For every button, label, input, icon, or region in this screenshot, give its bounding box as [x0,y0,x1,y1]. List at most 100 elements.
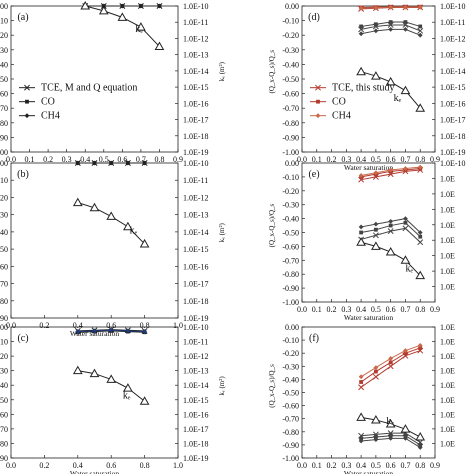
panel-1-right-tick-label: 1.0E-14 [183,67,209,76]
panel-4-right-tick-label: 1.0E-12 [440,34,466,43]
panel-6-series-5-point [418,443,423,447]
panel-1-x-tick-label: 0.9 [173,155,183,164]
panel-3-left-tick-label: .10 [0,338,8,347]
panel-2-frame [10,162,179,319]
panel-1-x-tick-label: 0.6 [117,155,127,164]
panel-3-left-tick-label: .30 [0,367,8,376]
panel-1-series-4-line [85,5,160,47]
panel-3-left-tick-label: .70 [0,425,8,434]
panel-6-series-1-point [387,363,394,370]
panel-6-series-6-point [388,435,394,441]
panel-4-left-tick-label: -0.60 [282,90,299,99]
panel-3-right-tick-label: 1.0E-15 [183,396,209,405]
panel-5-series-7-point [356,237,366,246]
panel-4-series-5-point [388,20,393,24]
panel-6-series-5-point [373,435,378,439]
panel-2-x-tick-label: 0.8 [140,321,150,330]
panel-2-left-tick-label: 60 [0,262,8,271]
panel-6-series-3-point [373,365,379,371]
panel-4-legend-marker [316,99,320,104]
panel-1-left-tick-label: 0.10 [0,17,8,26]
panel-2-series-3-point [125,160,131,166]
panel-6-left-tick-label: -0.20 [282,349,299,358]
panel-3-series-4-point [123,383,133,392]
panel-1-left-tick-label: 0.70 [0,104,8,113]
panel-6-x-tick-label: 0.6 [386,461,396,470]
panel-4-x-tick-label: 0.1 [312,155,322,164]
panel-5-series-5-point [359,230,364,235]
panel-2-left-tick-label: 90 [0,314,8,323]
panel-4-series-4-point [417,27,424,34]
panel-1-x-tick-label: 0.7 [136,155,146,164]
panel-6-left-tick-label: -0.70 [282,415,299,424]
panel-5-x-tick-label: 0.6 [386,305,396,314]
panel-4-series-7-point [371,71,381,80]
panel-1-left-tick-label: 0.20 [0,31,8,40]
panel-6-left-ylabel: (Q_x-Q_s)/Q_s [268,364,276,408]
panel-4-left-tick-label: -0.40 [282,60,299,69]
panel-5-x-tick-label: 0.2 [327,305,337,314]
panel-1-x-tick-label: 0.1 [25,155,35,164]
panel-5-right-tick-label: 1.0E-10 [440,159,466,168]
panel-5-x-tick-label: 0.7 [400,305,410,314]
panel-1-annotation: kₑ [135,24,143,35]
panel-2-x-tick-label: 1.0 [173,321,183,330]
panel-5-frame [301,162,436,303]
panel-5-series-5-point [403,220,408,225]
panel-6-series-7-point [400,424,411,433]
panel-2-label: (b) [17,169,29,180]
panel-4-right-tick-label: 1.0E-14 [440,67,466,76]
panel-4-series-6-point [373,28,379,34]
panel-5-series-7-point [400,255,411,264]
panel-1-left-tick-label: 0.90 [0,133,8,142]
panel-4-right-tick-label: 1.0E-10 [440,2,466,11]
panel-3-annotation: kₑ [123,390,131,401]
panel-6-left-tick-label: -0.10 [282,336,299,345]
panel-4-legend-label: TCE, this study [332,83,395,94]
panel-6-right-tick-label: 1.0E [440,410,455,419]
panel-1-series-4-point [136,22,146,31]
panel-6-x-tick-label: 0.2 [327,461,337,470]
panel-2-left-tick-label: 00 [0,159,8,168]
panel-3-frame [10,326,179,459]
panel-6-series-7-point [415,432,426,441]
panel-4-right-tick-label: 1.0E-16 [440,99,466,108]
panel-2-right-tick-label: 1.0E-11 [183,176,208,185]
panel-4-x-tick-label: 0.4 [356,155,366,164]
panel-5-series-4-point [417,239,424,246]
panel-1-series-3-point [119,3,125,9]
panel-5-x-tick-label: 0.8 [415,305,425,314]
panel-6-series-2-point [359,380,364,384]
panel-6-series-3-point [388,356,394,361]
panel-2-series-4-point [72,197,83,207]
panel-5-left-tick-label: -0.30 [282,201,299,210]
panel-1-legend-marker [24,84,30,91]
panel-4-x-tick-label: 0.0 [297,155,307,164]
panel-5-x-tick-label: 0.3 [341,305,351,314]
panel-2-x-tick-label: 0.4 [73,321,83,330]
panel-3-series-4-point [89,368,100,378]
panel-1-right-tick-label: 1.0E-17 [183,116,209,125]
panel-4-right-tick-label: 1.0E-13 [440,51,466,60]
panel-6-right-tick-label: 1.0E [440,323,455,332]
panel-4-series-5-point [418,24,423,29]
panel-4-legend-label: CO [332,97,346,108]
panel-6-series-2-point [388,360,393,365]
panel-4-series-3-point [373,5,379,11]
panel-3-left-tick-label: .80 [0,439,8,448]
panel-5-left-tick-label: -0.40 [282,215,299,224]
panel-5-label: (e) [308,169,319,180]
panel-3-label: (c) [17,333,28,344]
panel-6-left-tick-label: -0.80 [282,428,299,437]
panel-1-left-tick-label: 0.00 [0,2,8,11]
panel-6-series-3-point [403,348,408,353]
panel-2-series-3-point [108,160,114,166]
panel-6-x-tick-label: 0.4 [356,461,366,470]
panel-1-left-tick-label: 1.00 [0,148,8,157]
panel-3-series-3-point [75,329,81,334]
panel-6-left-tick-label: -0.60 [282,402,299,411]
panel-1-legend-label: TCE, M and Q equation [41,83,137,94]
panel-5-right-tick-label: 1.0E [440,221,455,230]
panel-5-x-tick-label: 0.4 [356,305,366,314]
panel-5-x-tick-label: 0.1 [312,305,322,314]
